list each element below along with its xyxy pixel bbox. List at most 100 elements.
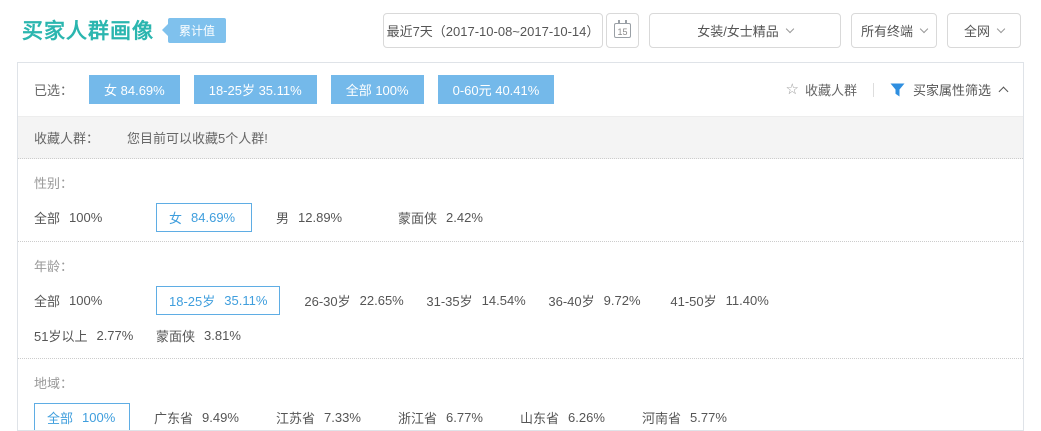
selected-tag-2[interactable]: 全部 100% <box>330 75 424 104</box>
option-value: 9.49% <box>202 410 239 425</box>
section-region: 地域： 全部 100% 广东省 9.49% 江苏省 7.33% 浙江省 6.77% 山东省 6.26… <box>18 359 1023 430</box>
header-controls: 最近7天（2017-10-08~2017-10-14） 15 女装/女士精品 所… <box>383 13 1021 48</box>
option-name: 女 <box>169 211 183 226</box>
option-value: 11.40% <box>725 293 769 308</box>
option-age-2[interactable]: 26-30岁 22.65% <box>304 291 411 310</box>
option-value: 12.89% <box>298 210 343 225</box>
title-wrap: 买家人群画像 累计值 <box>22 15 227 45</box>
option-name: 全部 <box>34 294 61 309</box>
section-age: 年龄： 全部 100% 18-25岁 35.11% 26-30岁 22.65% 31-35岁 1… <box>18 242 1023 359</box>
option-value: 100% <box>82 410 116 425</box>
option-name: 浙江省 <box>398 411 438 426</box>
filter-panel: 已选： 女 84.69% 18-25岁 35.11% 全部 100% 0-60元 40… <box>17 62 1024 431</box>
option-row: 全部 100% 广东省 9.49% 江苏省 7.33% 浙江省 6.77% 山东省 6.26% 河南… <box>34 403 1007 430</box>
option-value: 35.11% <box>224 293 268 308</box>
option-name: 河南省 <box>642 411 682 426</box>
vertical-divider <box>872 82 874 97</box>
section-gender: 性别： 全部 100% 女 84.69% 男 12.89% 蒙面侠 2.42% <box>18 159 1023 242</box>
option-value: 7.33% <box>324 410 361 425</box>
option-age-3[interactable]: 31-35岁 14.54% <box>426 291 533 310</box>
option-value: 9.72% <box>603 293 641 308</box>
selected-tag-3[interactable]: 0-60元 40.41% <box>437 75 555 104</box>
option-region-1[interactable]: 广东省 9.49% <box>154 408 261 427</box>
selected-label: 已选： <box>34 83 74 98</box>
date-range-selector[interactable]: 最近7天（2017-10-08~2017-10-14） <box>383 13 603 48</box>
option-name: 全部 <box>47 411 74 426</box>
option-value: 2.77% <box>96 327 134 343</box>
option-age-5[interactable]: 41-50岁 11.40% <box>670 291 777 310</box>
calendar-day-label: 15 <box>617 27 628 37</box>
favorite-groups-row: 收藏人群： 您目前可以收藏5个人群! <box>18 117 1023 159</box>
option-value: 5.77% <box>690 410 727 425</box>
option-value: 3.81% <box>204 327 241 343</box>
option-value: 100% <box>69 210 103 225</box>
option-age-0[interactable]: 全部 100% <box>34 291 141 310</box>
option-value: 22.65% <box>359 293 404 308</box>
date-range-label: 最近7天（2017-10-08~2017-10-14） <box>386 24 600 39</box>
filter-sections: 性别： 全部 100% 女 84.69% 男 12.89% 蒙面侠 2.42% 年龄： 全部 100%… <box>18 159 1023 430</box>
network-dropdown-label: 全网 <box>963 24 990 39</box>
option-age-4[interactable]: 36-40岁 9.72% <box>548 291 655 310</box>
cumulative-value-badge: 累计值 <box>162 17 227 43</box>
option-name: 全部 <box>34 211 61 226</box>
calendar-button[interactable]: 15 <box>606 13 639 48</box>
chevron-down-icon <box>996 24 1006 33</box>
option-gender-1[interactable]: 女 84.69% <box>156 203 252 232</box>
category-dropdown[interactable]: 女装/女士精品 <box>649 13 841 48</box>
section-title-region: 地域： <box>34 376 74 391</box>
option-region-5[interactable]: 河南省 5.77% <box>642 408 749 427</box>
option-name: 36-40岁 <box>548 294 595 309</box>
calendar-icon: 15 <box>614 20 631 38</box>
terminal-dropdown-label: 所有终端 <box>860 24 913 39</box>
option-row: 51岁以上 2.77% 蒙面侠 3.81% <box>34 321 1007 349</box>
option-name: 江苏省 <box>276 411 316 426</box>
option-value: 2.42% <box>446 210 483 225</box>
option-name: 广东省 <box>154 411 194 426</box>
category-dropdown-label: 女装/女士精品 <box>697 24 779 39</box>
option-value: 100% <box>69 293 103 308</box>
option-age-1[interactable]: 蒙面侠 3.81% <box>156 326 263 345</box>
favorite-group-button[interactable]: ☆ 收藏人群 <box>786 80 857 99</box>
selected-filters-bar: 已选： 女 84.69% 18-25岁 35.11% 全部 100% 0-60元 40… <box>18 63 1023 117</box>
page-header: 买家人群画像 累计值 最近7天（2017-10-08~2017-10-14） 1… <box>0 0 1041 62</box>
section-title-age: 年龄： <box>34 259 74 274</box>
option-value: 84.69% <box>191 210 236 225</box>
bar-right-actions: ☆ 收藏人群 买家属性筛选 <box>786 80 1009 99</box>
option-age-1[interactable]: 18-25岁 35.11% <box>156 286 281 315</box>
option-name: 蒙面侠 <box>398 211 438 226</box>
badge-arrow-left-icon <box>162 24 168 36</box>
option-gender-0[interactable]: 全部 100% <box>34 208 141 227</box>
option-age-0[interactable]: 51岁以上 2.77% <box>34 326 141 345</box>
page-title: 买家人群画像 <box>22 20 154 43</box>
chevron-up-icon <box>998 86 1009 96</box>
option-region-0[interactable]: 全部 100% <box>34 403 130 430</box>
option-value: 6.26% <box>568 410 605 425</box>
terminal-dropdown[interactable]: 所有终端 <box>851 13 937 48</box>
network-dropdown[interactable]: 全网 <box>947 13 1021 48</box>
filter-funnel-icon <box>890 83 905 97</box>
attribute-filter-toggle[interactable]: 买家属性筛选 <box>890 80 1009 99</box>
option-region-4[interactable]: 山东省 6.26% <box>520 408 627 427</box>
section-title-gender: 性别： <box>34 176 74 191</box>
star-icon: ☆ <box>785 81 799 98</box>
selected-tags: 女 84.69% 18-25岁 35.11% 全部 100% 0-60元 40.41% <box>89 75 568 104</box>
chevron-down-icon <box>919 24 929 33</box>
option-name: 山东省 <box>520 411 560 426</box>
option-row: 全部 100% 女 84.69% 男 12.89% 蒙面侠 2.42% <box>34 203 1007 232</box>
chevron-down-icon <box>785 24 795 33</box>
option-name: 41-50岁 <box>670 294 717 309</box>
favorite-group-label: 收藏人群 <box>804 83 857 98</box>
option-row: 全部 100% 18-25岁 35.11% 26-30岁 22.65% 31-35岁 14.5… <box>34 286 1007 315</box>
option-region-2[interactable]: 江苏省 7.33% <box>276 408 383 427</box>
selected-tag-1[interactable]: 18-25岁 35.11% <box>193 75 317 104</box>
favorite-groups-label: 收藏人群： <box>34 131 100 146</box>
selected-tag-0[interactable]: 女 84.69% <box>89 75 180 104</box>
option-name: 蒙面侠 <box>156 328 196 344</box>
option-region-3[interactable]: 浙江省 6.77% <box>398 408 505 427</box>
option-gender-2[interactable]: 男 12.89% <box>276 208 383 227</box>
option-name: 51岁以上 <box>34 328 88 344</box>
option-value: 14.54% <box>481 293 526 308</box>
option-value: 6.77% <box>446 410 483 425</box>
option-gender-3[interactable]: 蒙面侠 2.42% <box>398 208 505 227</box>
option-name: 31-35岁 <box>426 294 473 309</box>
